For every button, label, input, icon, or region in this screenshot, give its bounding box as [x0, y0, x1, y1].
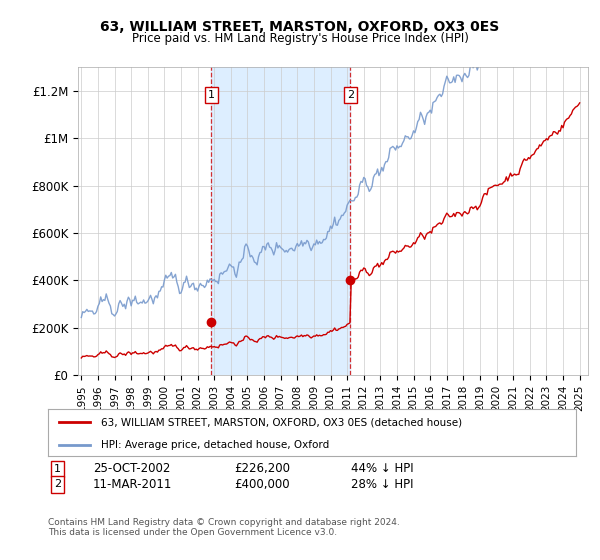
Text: £226,200: £226,200: [234, 462, 290, 475]
Text: 1: 1: [208, 90, 215, 100]
Text: 44% ↓ HPI: 44% ↓ HPI: [351, 462, 413, 475]
Text: HPI: Average price, detached house, Oxford: HPI: Average price, detached house, Oxfo…: [101, 440, 329, 450]
Text: Contains HM Land Registry data © Crown copyright and database right 2024.
This d: Contains HM Land Registry data © Crown c…: [48, 518, 400, 538]
Text: 63, WILLIAM STREET, MARSTON, OXFORD, OX3 0ES: 63, WILLIAM STREET, MARSTON, OXFORD, OX3…: [100, 20, 500, 34]
Text: £400,000: £400,000: [234, 478, 290, 491]
Text: 1: 1: [54, 464, 61, 474]
Text: Price paid vs. HM Land Registry's House Price Index (HPI): Price paid vs. HM Land Registry's House …: [131, 32, 469, 45]
Bar: [211, 67, 350, 375]
Text: 25-OCT-2002: 25-OCT-2002: [93, 462, 170, 475]
Text: 2: 2: [347, 90, 354, 100]
Text: 63, WILLIAM STREET, MARSTON, OXFORD, OX3 0ES (detached house): 63, WILLIAM STREET, MARSTON, OXFORD, OX3…: [101, 417, 462, 427]
Text: 11-MAR-2011: 11-MAR-2011: [93, 478, 172, 491]
Text: 2: 2: [54, 479, 61, 489]
Text: 28% ↓ HPI: 28% ↓ HPI: [351, 478, 413, 491]
